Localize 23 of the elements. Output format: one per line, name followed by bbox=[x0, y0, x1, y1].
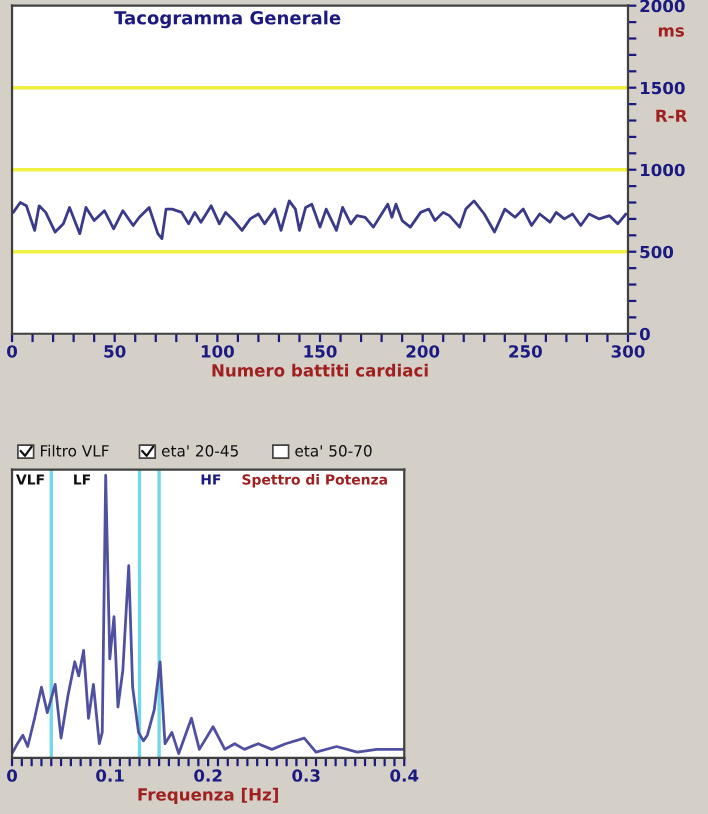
x-tick-label: 0.4 bbox=[390, 769, 419, 782]
chart-title: Tacogramma Generale bbox=[114, 10, 341, 29]
x-tick-label: 100 bbox=[201, 345, 234, 358]
y-tick-label: 500 bbox=[640, 245, 674, 259]
y-axis-title: R-R bbox=[656, 109, 688, 122]
x-tick-label: 0.1 bbox=[96, 769, 124, 782]
x-tick-label: 300 bbox=[611, 345, 645, 358]
x-tick-label: 0.3 bbox=[292, 769, 320, 782]
x-tick-label: 0.2 bbox=[194, 769, 222, 782]
x-tick-label: 0 bbox=[7, 769, 18, 782]
line-series bbox=[12, 199, 628, 240]
x-axis-title: Numero battiti cardiaci bbox=[212, 363, 428, 377]
x-tick-label: 250 bbox=[509, 345, 542, 358]
x-tick-label: 50 bbox=[104, 345, 126, 358]
x-tick-label: 200 bbox=[406, 345, 440, 358]
y-tick-label: 1500 bbox=[640, 81, 685, 95]
x-tick-label: 150 bbox=[304, 345, 337, 358]
y-tick-label: 1000 bbox=[640, 163, 685, 177]
x-tick-label: 0 bbox=[7, 345, 18, 358]
y-tick-label: 0 bbox=[639, 327, 650, 341]
y-tick-label: 2000 bbox=[640, 0, 685, 13]
x-axis-title: Frequenza [Hz] bbox=[138, 787, 278, 804]
text: ms bbox=[658, 27, 684, 37]
